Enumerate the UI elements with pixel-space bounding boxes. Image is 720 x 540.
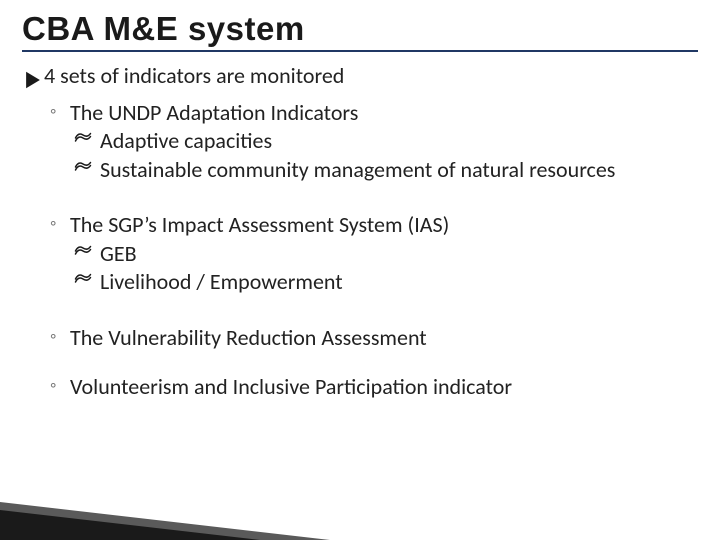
list-item-text: Volunteerism and Inclusive Participation… — [70, 373, 698, 401]
list-item-text: Adaptive capacities — [100, 127, 698, 155]
list-item-text: Livelihood / Empowerment — [100, 268, 698, 296]
list-item-text: GEB — [100, 240, 698, 268]
list-item-text: The Vulnerability Reduction Assessment — [70, 324, 698, 352]
slide: CBA M&E system 4 sets of indicators are … — [0, 0, 720, 540]
spacer — [22, 297, 698, 323]
list-item: Livelihood / Empowerment — [74, 268, 698, 296]
bullet-lvl1-icon — [22, 62, 44, 97]
slide-title: CBA M&E system — [22, 10, 698, 52]
list-item: 4 sets of indicators are monitored — [22, 62, 698, 97]
list-item: ◦ The Vulnerability Reduction Assessment — [50, 324, 698, 352]
list-item-text: The SGP’s Impact Assessment System (IAS) — [70, 211, 698, 239]
list-item: ◦ Volunteerism and Inclusive Participati… — [50, 373, 698, 401]
list-item: Adaptive capacities — [74, 127, 698, 155]
bullet-lvl3-icon — [74, 240, 100, 268]
bullet-lvl2-icon: ◦ — [50, 99, 70, 127]
list-item: GEB — [74, 240, 698, 268]
bullet-lvl3-icon — [74, 268, 100, 296]
bullet-lvl2-icon: ◦ — [50, 211, 70, 239]
list-item-text: 4 sets of indicators are monitored — [44, 62, 698, 97]
spacer — [22, 184, 698, 210]
decorative-wedge-inner — [0, 510, 260, 540]
list-item: ◦ The SGP’s Impact Assessment System (IA… — [50, 211, 698, 239]
bullet-lvl3-icon — [74, 127, 100, 155]
list-item-text: Sustainable community management of natu… — [100, 156, 698, 184]
list-item: Sustainable community management of natu… — [74, 156, 698, 184]
spacer — [22, 352, 698, 372]
bullet-lvl2-icon: ◦ — [50, 324, 70, 352]
bullet-lvl3-icon — [74, 156, 100, 184]
list-item: ◦ The UNDP Adaptation Indicators — [50, 99, 698, 127]
bullet-lvl2-icon: ◦ — [50, 373, 70, 401]
list-item-text: The UNDP Adaptation Indicators — [70, 99, 698, 127]
slide-body: 4 sets of indicators are monitored ◦ The… — [22, 62, 698, 401]
